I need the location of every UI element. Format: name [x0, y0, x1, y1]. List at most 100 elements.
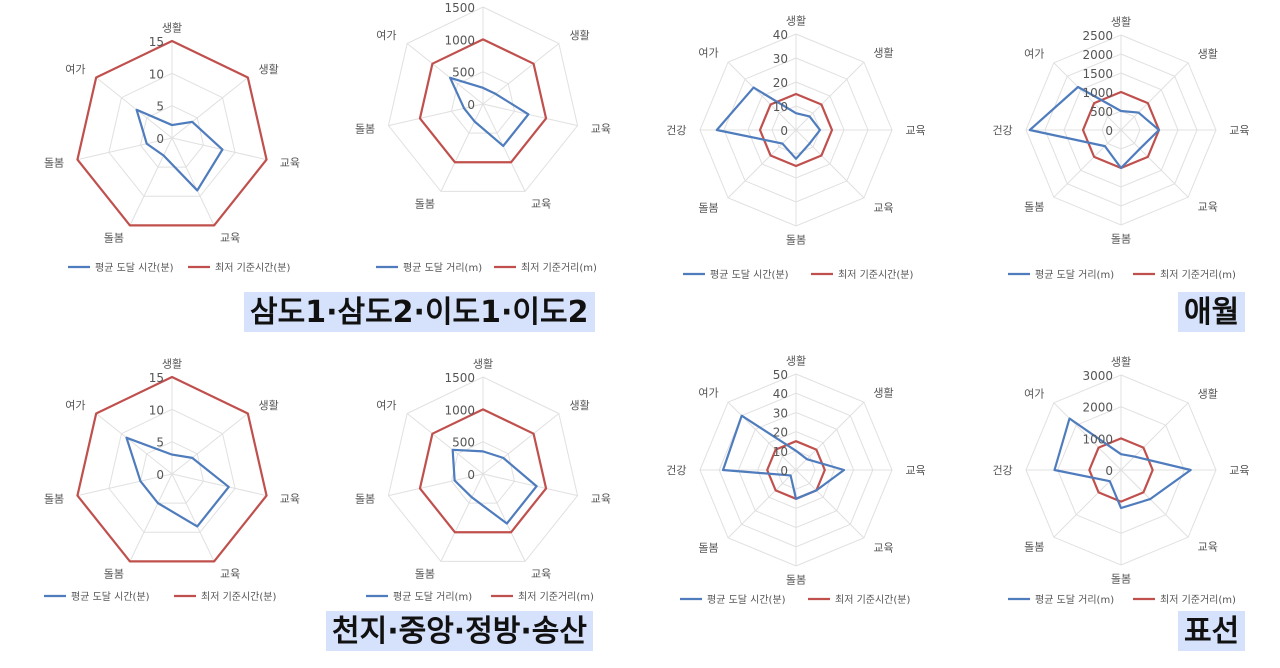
grid-spoke — [406, 43, 484, 105]
tick-label: 500 — [1090, 105, 1113, 119]
axis-label: 돌봄 — [415, 568, 435, 581]
tick-label: 500 — [452, 66, 475, 80]
axis-label: 생활 — [569, 28, 589, 42]
series-standard-line — [418, 408, 548, 534]
tick-label: 50 — [773, 368, 788, 382]
axis-label: 교육 — [1198, 201, 1218, 214]
axis-label: 돌봄 — [1024, 541, 1044, 554]
grid-spoke — [1053, 402, 1122, 471]
tick-label: 2500 — [1082, 29, 1113, 43]
axis-label: 건강 — [666, 464, 686, 477]
axis-label: 생활 — [786, 14, 806, 28]
axis-label: 여가 — [65, 399, 85, 412]
axis-label: 생활 — [1111, 355, 1131, 369]
tick-label: 10 — [773, 445, 788, 459]
series-average-line — [125, 436, 230, 528]
legend-label-average: 평균 도달 거리(m) — [393, 591, 472, 603]
tick-label: 1000 — [1082, 432, 1113, 446]
axis-label: 돌봄 — [415, 198, 435, 211]
grid-spoke — [440, 103, 484, 192]
grid-spoke — [795, 61, 865, 131]
tick-label: 30 — [773, 406, 788, 420]
grid-spoke — [1120, 62, 1189, 131]
tick-label: 2000 — [1082, 401, 1113, 415]
grid-spoke — [727, 61, 797, 131]
axis-label: 여가 — [1024, 47, 1044, 60]
axis-label: 교육 — [1198, 541, 1218, 554]
axis-label: 교육 — [873, 201, 893, 214]
legend-label-standard: 최저 기준거리(m) — [518, 591, 594, 603]
axis-label: 교육 — [591, 493, 611, 506]
legend: 평균 도달 시간(분) 최저 기준시간(분) — [44, 591, 276, 603]
region-label-pyoseon: 표선 — [1178, 611, 1246, 651]
axis-label: 돌봄 — [1111, 572, 1131, 585]
tick-label: 0 — [467, 98, 475, 112]
axis-label: 생활 — [1198, 386, 1218, 400]
axis-label: 생활 — [258, 62, 278, 76]
tick-label: 10 — [149, 403, 164, 417]
legend: 평균 도달 거리(m) 최저 기준거리(m) — [376, 262, 597, 274]
grid-ring — [139, 441, 205, 504]
tick-label: 0 — [156, 132, 164, 146]
series-average-line — [135, 108, 224, 192]
tick-label: 1500 — [444, 371, 475, 385]
axis-label: 돌봄 — [104, 568, 124, 581]
grid-spoke — [1120, 469, 1189, 538]
axis-label: 건강 — [992, 124, 1012, 137]
legend-label-average: 평균 도달 시간(분) — [95, 262, 174, 274]
tick-label: 0 — [1105, 464, 1113, 478]
axis-label: 생활 — [258, 398, 278, 412]
series-standard-line — [1088, 437, 1154, 503]
axis-label: 교육 — [220, 568, 240, 581]
tick-label: 40 — [773, 387, 788, 401]
axis-label: 건강 — [666, 124, 686, 137]
grid-ring — [108, 408, 236, 533]
legend-label-average: 평균 도달 거리(m) — [1035, 594, 1114, 606]
axis-label: 교육 — [531, 198, 551, 211]
legend: 평균 도달 시간(분) 최저 기준시간(분) — [683, 269, 913, 281]
axis-label: 돌봄 — [1024, 201, 1044, 214]
grid-spoke — [171, 137, 215, 226]
axis-label: 생활 — [162, 356, 182, 370]
axis-label: 생활 — [162, 20, 182, 34]
tick-label: 1500 — [444, 1, 475, 15]
grid-spoke — [95, 413, 173, 475]
legend-label-average: 평균 도달 거리(m) — [403, 262, 482, 274]
legend-label-average: 평균 도달 거리(m) — [1035, 269, 1114, 281]
grid-spoke — [482, 103, 578, 127]
tick-label: 20 — [773, 426, 788, 440]
legend-label-standard: 최저 기준거리(m) — [1160, 269, 1236, 281]
axis-label: 여가 — [376, 399, 396, 412]
tick-label: 1000 — [1082, 86, 1113, 100]
grid-spoke — [129, 137, 173, 226]
tick-label: 10 — [149, 67, 164, 81]
tick-label: 0 — [467, 468, 475, 482]
series-average-line — [1053, 417, 1192, 510]
axis-label: 교육 — [1229, 464, 1249, 477]
axis-label: 여가 — [65, 63, 85, 76]
tick-label: 5 — [156, 100, 164, 114]
grid-spoke — [1053, 129, 1122, 198]
axis-label: 생활 — [473, 356, 493, 370]
grid-spoke — [482, 473, 526, 562]
grid-spoke — [795, 129, 865, 199]
tick-label: 500 — [452, 436, 475, 450]
grid-ring — [139, 105, 205, 168]
legend-label-standard: 최저 기준시간(분) — [215, 262, 290, 274]
grid-spoke — [129, 473, 173, 562]
axis-label: 돌봄 — [1111, 232, 1131, 245]
radar-grid — [1025, 34, 1217, 226]
axis-label: 생활 — [1198, 46, 1218, 60]
axis-label: 돌봄 — [698, 541, 718, 554]
series-average-line — [721, 414, 846, 500]
grid-spoke — [171, 473, 267, 497]
axis-label: 여가 — [376, 29, 396, 42]
legend-label-standard: 최저 기준시간(분) — [838, 269, 913, 281]
legend-label-standard: 최저 기준시간(분) — [201, 591, 276, 603]
series-standard-line — [76, 39, 268, 227]
series-average-line — [451, 448, 538, 525]
